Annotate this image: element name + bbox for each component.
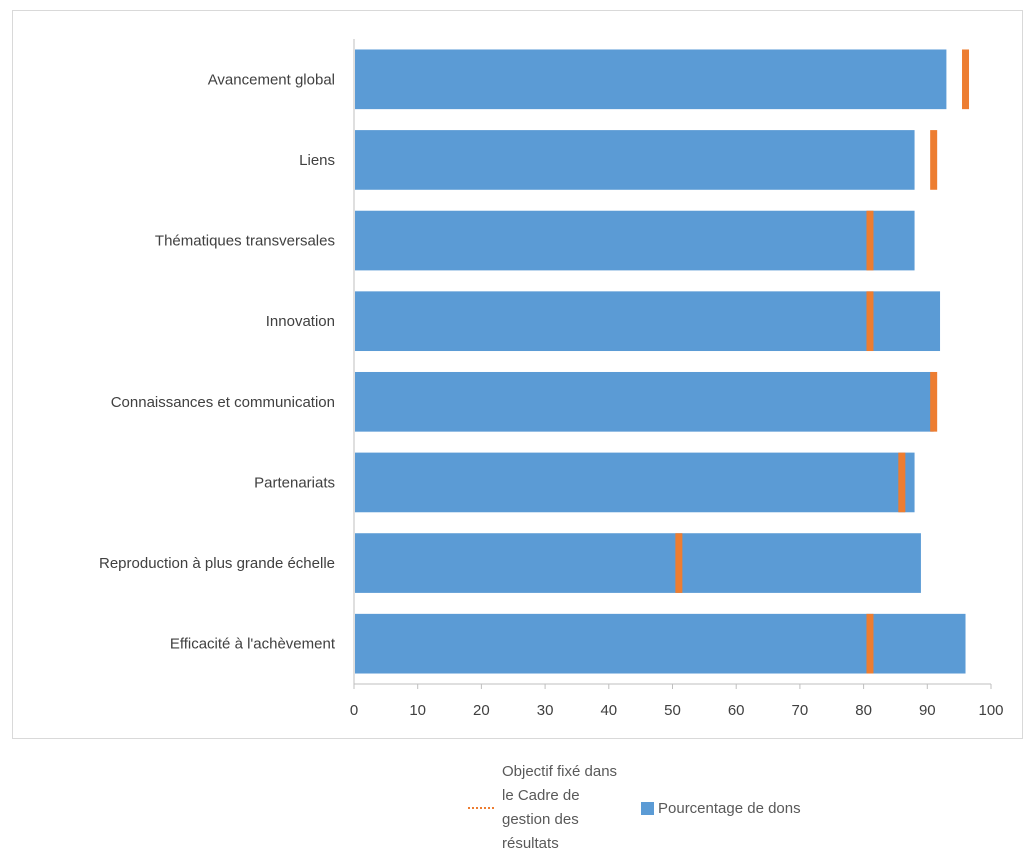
legend-target-label: Objectif fixé dans le Cadre de gestion d… <box>502 763 618 852</box>
category-label: Efficacité à l'achèvement <box>170 636 336 653</box>
bar <box>355 452 915 513</box>
legend: Objectif fixé dans le Cadre de gestion d… <box>468 760 801 856</box>
legend-bar-label: Pourcentage de dons <box>658 799 801 817</box>
x-tick-label: 0 <box>350 702 358 719</box>
bar <box>355 130 915 190</box>
bar <box>355 291 941 352</box>
bar <box>355 49 947 110</box>
category-label: Connaissances et communication <box>111 394 335 411</box>
target-marker <box>962 49 970 110</box>
legend-item-bars: Pourcentage de dons <box>627 800 801 817</box>
bar <box>355 371 934 432</box>
category-label: Reproduction à plus grande échelle <box>99 555 335 572</box>
target-marker <box>866 210 874 271</box>
x-tick-label: 40 <box>600 702 617 719</box>
category-label: Partenariats <box>254 474 335 491</box>
x-tick-label: 10 <box>409 702 426 719</box>
category-label: Liens <box>299 152 335 169</box>
bar <box>355 613 966 674</box>
target-marker <box>930 371 938 432</box>
legend-item-target: Objectif fixé dans le Cadre de gestion d… <box>468 760 627 856</box>
x-tick-label: 50 <box>664 702 681 719</box>
chart-frame: 0 10 20 30 40 50 60 70 80 90 100 Avancement global L… <box>12 10 1023 739</box>
target-marker <box>898 452 906 513</box>
legend-target-swatch <box>468 807 494 809</box>
category-label: Thématiques transversales <box>155 233 335 250</box>
x-tick-label: 80 <box>855 702 872 719</box>
x-tick-label: 30 <box>537 702 554 719</box>
legend-bar-swatch <box>641 801 654 815</box>
bar <box>355 210 915 271</box>
target-marker <box>866 291 874 352</box>
bar-chart: 0 10 20 30 40 50 60 70 80 90 100 Avancement global L… <box>99 39 1004 719</box>
x-tick-label: 70 <box>792 702 809 719</box>
x-tick-label: 100 <box>978 702 1003 719</box>
x-tick-label: 20 <box>473 702 490 719</box>
target-marker <box>866 613 874 674</box>
target-marker <box>930 130 938 190</box>
bar <box>355 533 921 593</box>
x-tick-label: 90 <box>919 702 936 719</box>
x-tick-label: 60 <box>728 702 745 719</box>
category-label: Innovation <box>266 313 335 330</box>
target-marker <box>675 533 683 593</box>
category-label: Avancement global <box>208 71 335 88</box>
